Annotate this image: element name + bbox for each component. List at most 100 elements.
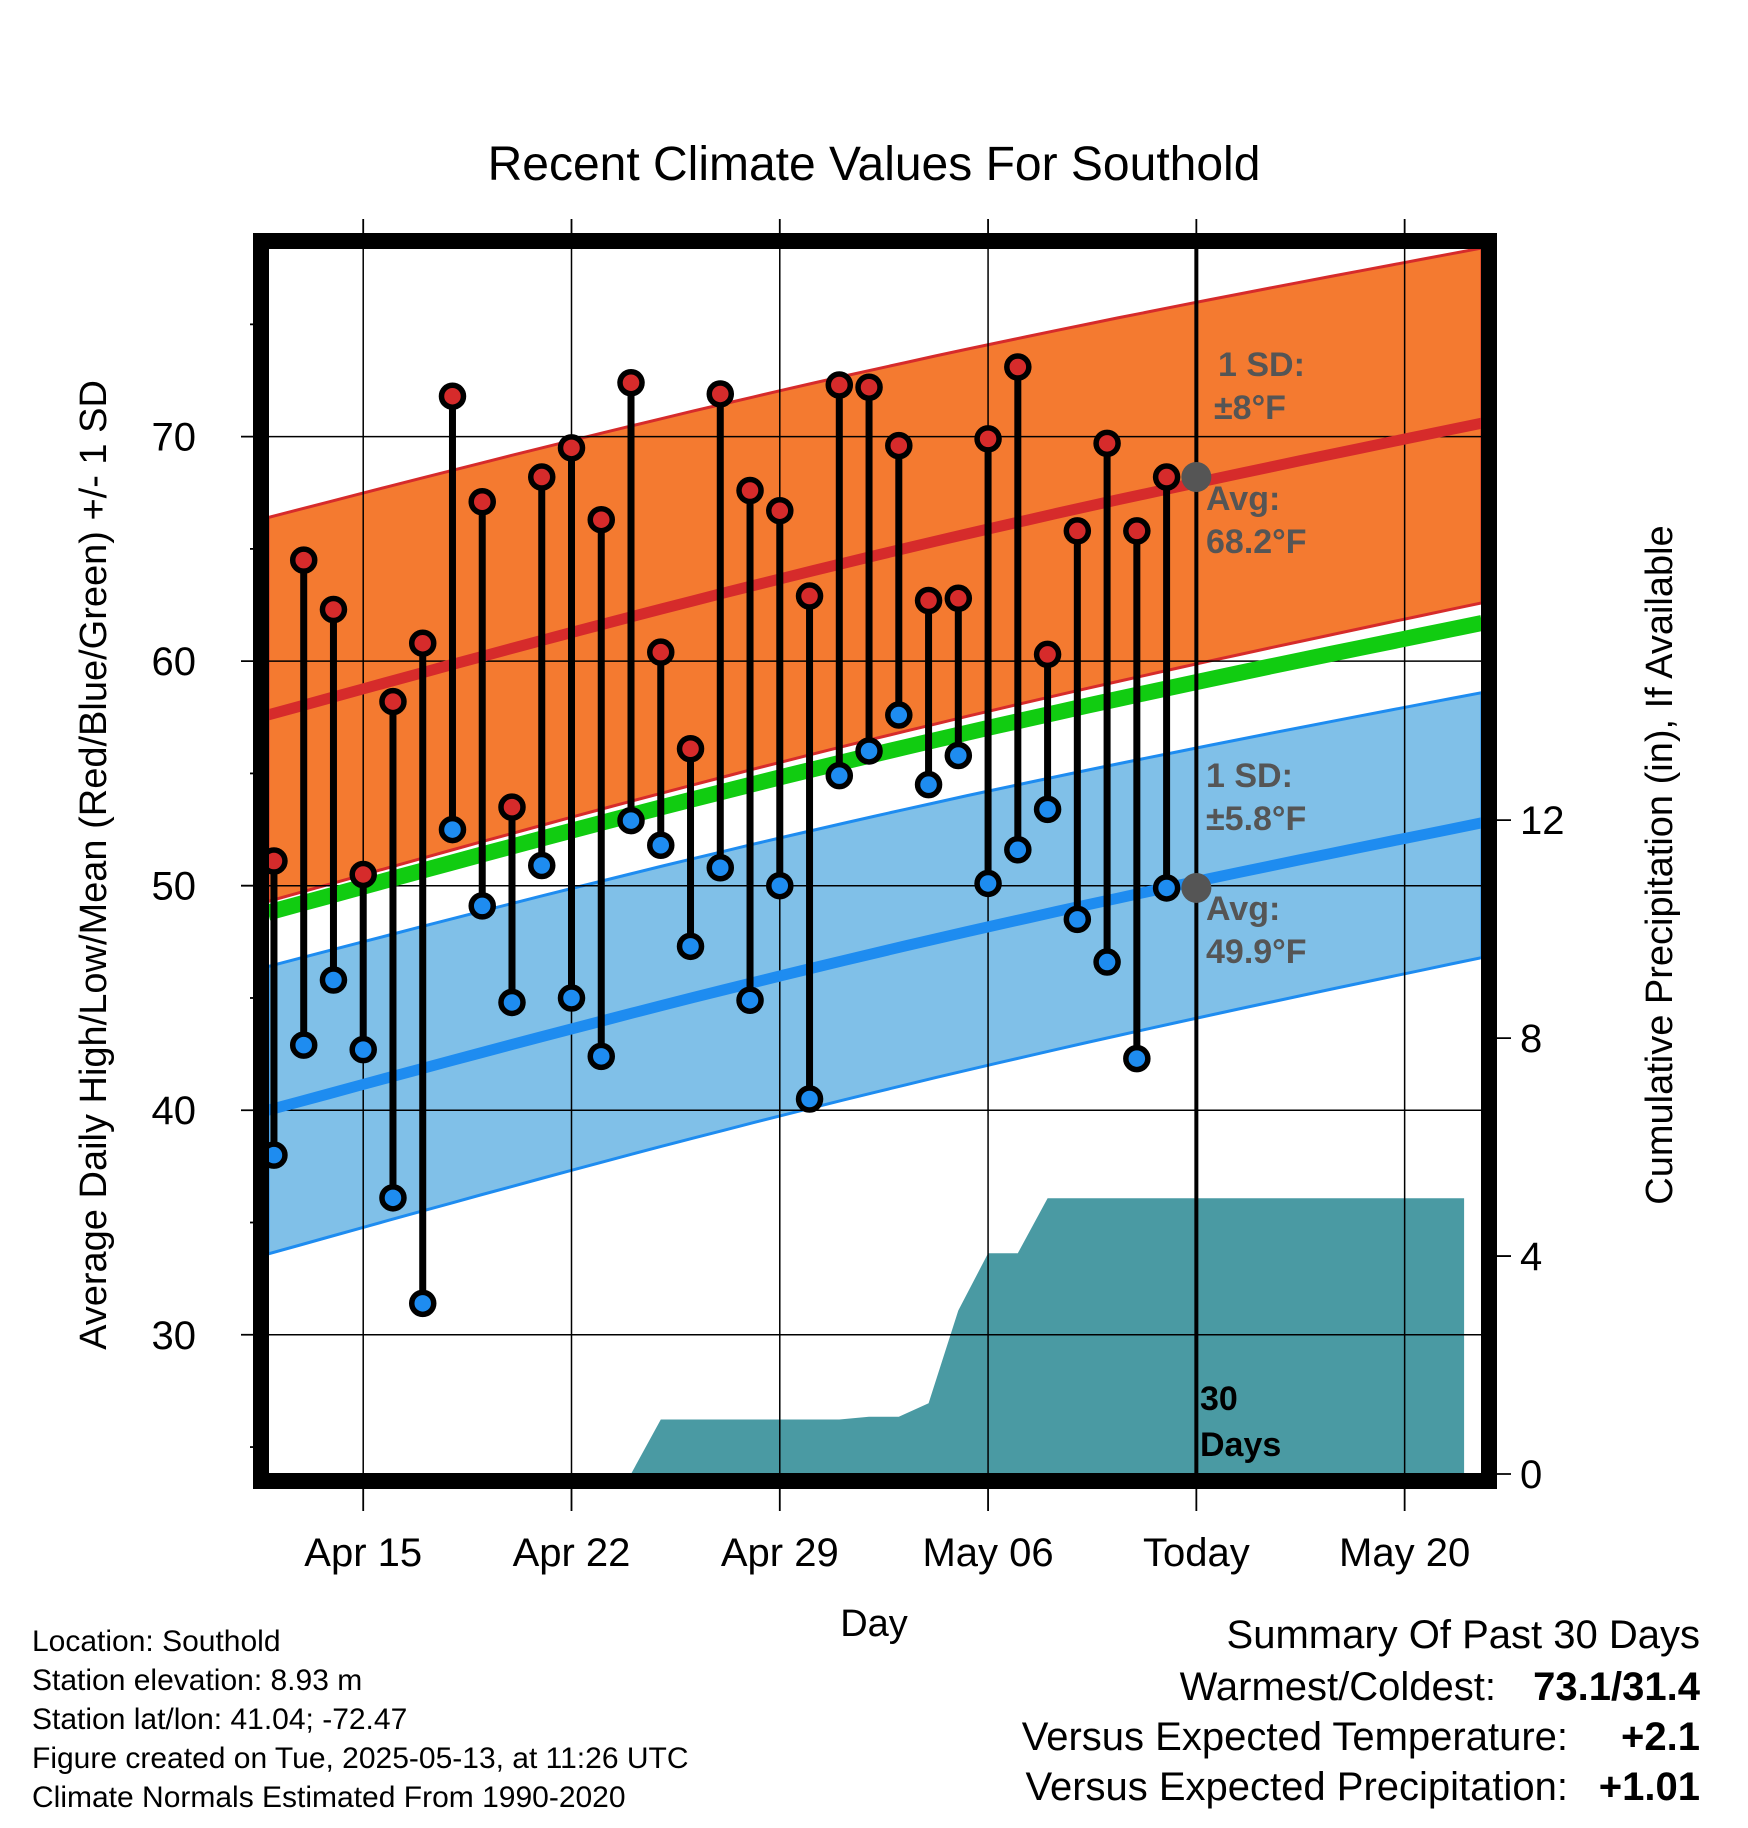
- plot-area: 30 40 50 60 70 0 4 8 12 Apr 15 Apr 22 Apr 29 May 06 T…: [152, 219, 1565, 1575]
- daily-high-point: [319, 595, 348, 624]
- x-tick-label: Today: [1143, 1531, 1250, 1575]
- daily-high-point: [379, 687, 407, 716]
- daily-low-point: [319, 966, 348, 994]
- today-low-avg-marker: [1181, 872, 1212, 903]
- meta-latlon: Station lat/lon: 41.04; -72.47: [32, 1703, 407, 1736]
- daily-low-point: [1093, 948, 1121, 976]
- daily-high-point: [647, 638, 675, 666]
- summary-precip-label: Versus Expected Precipitation:: [1025, 1765, 1568, 1809]
- daily-low-point: [885, 701, 913, 729]
- daily-low-point: [349, 1035, 377, 1064]
- avg-low-line: [268, 817, 1482, 1116]
- daily-low-point: [855, 737, 883, 765]
- daily-high-point: [1033, 640, 1062, 669]
- summary-warmest-label: Warmest/Coldest:: [1180, 1665, 1496, 1709]
- daily-low-point: [825, 761, 854, 790]
- x-tick-label: Apr 15: [304, 1531, 422, 1575]
- daily-low-point: [647, 831, 675, 860]
- plot-frame: [253, 233, 1497, 1489]
- daily-high-point: [468, 487, 496, 516]
- daily-low-point: [736, 986, 764, 1014]
- daily-high-point: [1063, 517, 1092, 545]
- daily-high-point: [855, 373, 883, 401]
- low-avg-label: Avg:: [1206, 890, 1280, 928]
- daily-low-point: [527, 851, 556, 880]
- y-right-tick-label: 12: [1520, 799, 1565, 843]
- daily-low-point: [1152, 874, 1181, 902]
- daily-high-point: [736, 476, 764, 505]
- daily-high-point: [289, 546, 318, 574]
- daily-high-point: [676, 734, 705, 763]
- daily-high-point: [825, 371, 854, 399]
- x-axis-label: Day: [840, 1603, 908, 1645]
- chart-title: Recent Climate Values For Southold: [488, 138, 1261, 191]
- daily-high-point: [438, 382, 467, 410]
- y-axis-left-label: Average Daily High/Low/Mean (Red/Blue/Gr…: [73, 380, 115, 1350]
- daily-low-point: [408, 1289, 437, 1318]
- daily-low-point: [706, 853, 735, 882]
- today-high-avg-marker: [1181, 462, 1212, 493]
- daily-high-point: [498, 793, 526, 821]
- daily-high-point: [617, 368, 645, 397]
- summary-temp-label: Versus Expected Temperature:: [1022, 1715, 1568, 1759]
- y-left-tick-label: 40: [152, 1089, 197, 1133]
- meta-normals: Climate Normals Estimated From 1990-2020: [32, 1781, 626, 1814]
- daily-low-point: [1004, 836, 1032, 864]
- low-sd-value: ±5.8°F: [1206, 800, 1306, 838]
- x-tick-label: May 06: [922, 1531, 1053, 1575]
- daily-low-point: [676, 932, 705, 961]
- daily-low-point: [1033, 795, 1062, 824]
- daily-high-point: [914, 586, 943, 615]
- x-tick-label: May 20: [1339, 1531, 1470, 1575]
- daily-low-point: [468, 892, 496, 920]
- x-tick-label: Apr 29: [721, 1531, 839, 1575]
- avg-high-line: [268, 417, 1482, 721]
- precipitation-area: [274, 1198, 1465, 1474]
- daily-low-point: [944, 741, 973, 770]
- daily-low-point: [379, 1184, 407, 1212]
- daily-low-point: [1063, 905, 1092, 934]
- summary-precip-value: +1.01: [1599, 1765, 1700, 1809]
- daily-high-point: [795, 582, 824, 610]
- daily-high-point: [408, 629, 437, 657]
- daily-low-point: [766, 871, 794, 900]
- daily-low-point: [974, 869, 1002, 898]
- summary-heading: Summary Of Past 30 Days: [1227, 1613, 1700, 1657]
- summary-warmest-value: 73.1/31.4: [1533, 1665, 1701, 1709]
- daily-high-point: [557, 434, 586, 462]
- meta-location: Location: Southold: [32, 1625, 281, 1658]
- summary-temp-value: +2.1: [1621, 1715, 1700, 1759]
- meta-created: Figure created on Tue, 2025-05-13, at 11…: [32, 1742, 689, 1775]
- daily-high-point: [349, 860, 377, 889]
- high-sd-value: ±8°F: [1214, 389, 1286, 427]
- high-sd-label: 1 SD:: [1218, 346, 1305, 384]
- daily-high-point: [766, 496, 794, 525]
- daily-high-point: [1152, 463, 1181, 491]
- days-count-label: 30: [1200, 1380, 1238, 1418]
- y-left-tick-label: 50: [152, 865, 197, 909]
- daily-low-point: [617, 806, 645, 835]
- daily-high-point: [974, 425, 1002, 453]
- daily-low-point: [557, 984, 586, 1012]
- daily-high-point: [1004, 353, 1032, 381]
- low-sd-label: 1 SD:: [1206, 757, 1293, 795]
- daily-high-point: [527, 463, 556, 491]
- daily-low-point: [438, 815, 467, 844]
- daily-low-point: [795, 1085, 824, 1113]
- low-avg-value: 49.9°F: [1206, 933, 1307, 971]
- days-word-label: Days: [1200, 1426, 1281, 1464]
- daily-low-point: [587, 1042, 616, 1071]
- daily-high-point: [944, 584, 973, 613]
- daily-high-point: [885, 431, 913, 460]
- daily-high-point: [587, 505, 616, 534]
- y-right-tick-label: 4: [1520, 1235, 1542, 1279]
- high-avg-label: Avg:: [1206, 480, 1280, 518]
- y-right-tick-label: 8: [1520, 1017, 1542, 1061]
- y-left-tick-label: 70: [152, 416, 197, 460]
- daily-low-point: [914, 770, 943, 799]
- daily-high-point: [1123, 517, 1151, 545]
- daily-high-point: [1093, 429, 1121, 458]
- daily-low-point: [1123, 1044, 1151, 1073]
- meta-elevation: Station elevation: 8.93 m: [32, 1664, 362, 1697]
